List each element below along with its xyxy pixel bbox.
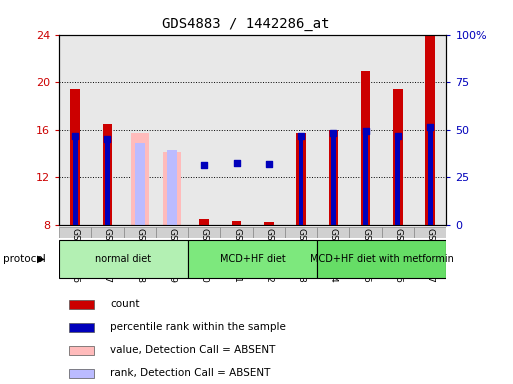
Point xyxy=(232,160,241,166)
Text: GSM878126: GSM878126 xyxy=(393,228,402,283)
Bar xyxy=(124,227,156,238)
Text: rank, Detection Call = ABSENT: rank, Detection Call = ABSENT xyxy=(110,368,270,378)
Bar xyxy=(73,136,77,225)
Bar xyxy=(103,124,112,225)
Text: percentile rank within the sample: percentile rank within the sample xyxy=(110,322,286,332)
Bar xyxy=(221,227,252,238)
Point xyxy=(103,136,111,142)
Bar xyxy=(425,36,435,225)
Bar xyxy=(363,131,368,225)
Text: MCD+HF diet with metformin: MCD+HF diet with metformin xyxy=(310,254,453,264)
Text: ▶: ▶ xyxy=(37,254,45,264)
Text: GSM878116: GSM878116 xyxy=(71,228,80,283)
Bar xyxy=(382,227,414,238)
Point xyxy=(297,132,305,139)
Bar xyxy=(299,136,304,225)
Bar xyxy=(349,227,382,238)
Bar xyxy=(264,222,273,225)
Bar xyxy=(393,89,403,225)
Bar xyxy=(428,127,432,225)
Bar xyxy=(69,323,94,332)
Text: MCD+HF diet: MCD+HF diet xyxy=(220,254,286,264)
Text: GDS4883 / 1442286_at: GDS4883 / 1442286_at xyxy=(163,17,330,31)
Text: GSM878121: GSM878121 xyxy=(232,228,241,283)
Bar xyxy=(285,227,317,238)
Bar xyxy=(317,240,446,278)
Bar xyxy=(69,300,94,309)
Bar xyxy=(317,227,349,238)
Text: GSM878127: GSM878127 xyxy=(426,228,435,283)
Bar xyxy=(188,227,221,238)
Bar xyxy=(163,152,181,225)
Text: GSM878117: GSM878117 xyxy=(103,228,112,283)
Bar xyxy=(69,346,94,354)
Text: GSM878124: GSM878124 xyxy=(329,228,338,283)
Text: normal diet: normal diet xyxy=(95,254,152,264)
Bar xyxy=(69,369,94,377)
Text: GSM878123: GSM878123 xyxy=(297,228,306,283)
Point xyxy=(394,132,402,139)
Bar xyxy=(156,227,188,238)
Text: GSM878125: GSM878125 xyxy=(361,228,370,283)
Text: GSM878119: GSM878119 xyxy=(167,228,176,283)
Point xyxy=(265,161,273,167)
Text: protocol: protocol xyxy=(3,254,45,264)
Bar xyxy=(414,227,446,238)
Point xyxy=(362,128,370,134)
Text: GSM878120: GSM878120 xyxy=(200,228,209,283)
Bar xyxy=(296,133,306,225)
Bar xyxy=(59,227,91,238)
Point xyxy=(200,162,208,168)
Text: value, Detection Call = ABSENT: value, Detection Call = ABSENT xyxy=(110,345,275,355)
Text: GSM878118: GSM878118 xyxy=(135,228,144,283)
Bar xyxy=(252,227,285,238)
Bar xyxy=(105,139,110,225)
Bar xyxy=(131,133,149,225)
Bar xyxy=(396,136,400,225)
Bar xyxy=(167,150,177,225)
Bar xyxy=(135,143,145,225)
Text: count: count xyxy=(110,299,140,309)
Bar xyxy=(232,221,241,225)
Bar xyxy=(59,240,188,278)
Bar xyxy=(331,133,336,225)
Bar xyxy=(361,71,370,225)
Point xyxy=(426,124,435,130)
Text: GSM878122: GSM878122 xyxy=(264,228,273,283)
Bar xyxy=(70,89,80,225)
Bar xyxy=(188,240,317,278)
Point xyxy=(71,132,79,139)
Bar xyxy=(328,130,338,225)
Point xyxy=(329,130,338,136)
Bar xyxy=(200,219,209,225)
Bar xyxy=(91,227,124,238)
